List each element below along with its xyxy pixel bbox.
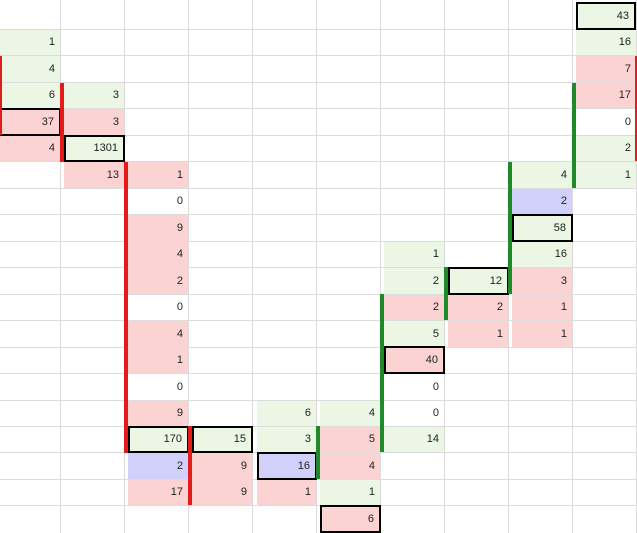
cell[interactable]: 16 — [512, 242, 572, 267]
cell[interactable]: 1 — [0, 30, 60, 55]
cell-highlighted[interactable]: 43 — [576, 2, 636, 30]
grid-line — [0, 294, 637, 295]
grid-line — [188, 0, 189, 533]
cell[interactable]: 2 — [448, 295, 508, 320]
cell[interactable]: 1 — [257, 480, 316, 505]
cell[interactable]: 0 — [128, 374, 188, 400]
cell[interactable]: 0 — [128, 189, 188, 214]
grid-line — [0, 55, 637, 56]
cell[interactable]: 0 — [576, 109, 636, 135]
cell-highlighted[interactable]: 37 — [0, 108, 61, 136]
cell[interactable]: 7 — [576, 56, 636, 82]
grid-line — [444, 0, 445, 533]
cell[interactable]: 2 — [384, 295, 444, 320]
grid-line — [0, 347, 637, 348]
cell[interactable]: 1 — [128, 162, 188, 188]
grid-line — [0, 400, 637, 401]
grid-line — [0, 29, 637, 30]
grid-line — [0, 479, 637, 480]
grid-line — [0, 82, 637, 83]
cell[interactable]: 3 — [61, 109, 124, 135]
cell[interactable]: 16 — [576, 30, 636, 55]
cell[interactable]: 9 — [192, 480, 252, 505]
grid-line — [572, 0, 573, 533]
cell[interactable]: 1 — [512, 295, 572, 320]
grid-line — [380, 0, 381, 533]
trend-bar-up — [316, 426, 320, 479]
cell[interactable]: 13 — [64, 162, 124, 188]
trend-bar-down — [60, 83, 64, 162]
cell[interactable]: 2 — [128, 268, 188, 294]
trend-bar-up — [572, 83, 576, 188]
cell[interactable]: 3 — [61, 83, 124, 108]
cell[interactable]: 2 — [128, 453, 188, 479]
cell[interactable]: 3 — [512, 268, 572, 294]
cell-highlighted[interactable]: 16 — [257, 452, 317, 480]
cell-highlighted[interactable]: 1301 — [64, 135, 125, 162]
cell[interactable]: 4 — [512, 162, 572, 188]
cell[interactable]: 0 — [384, 374, 444, 400]
cell[interactable]: 5 — [320, 427, 380, 452]
grid-line — [0, 135, 637, 136]
grid-line — [60, 0, 61, 533]
trend-bar-down — [188, 426, 192, 505]
cell[interactable]: 2 — [576, 136, 636, 161]
trend-bar-down — [124, 162, 128, 453]
cell[interactable]: 2 — [384, 268, 444, 294]
cell[interactable]: 14 — [384, 427, 444, 452]
cell[interactable]: 4 — [0, 56, 60, 82]
cell-highlighted[interactable]: 58 — [512, 214, 573, 242]
cell[interactable]: 2 — [512, 189, 572, 214]
trend-bar-up — [380, 294, 384, 452]
cell[interactable]: 9 — [128, 215, 188, 241]
cell-highlighted[interactable]: 15 — [192, 426, 253, 453]
cell[interactable]: 9 — [192, 453, 252, 479]
grid-line — [0, 267, 637, 268]
grid-line — [0, 505, 637, 506]
grid-line — [0, 241, 637, 242]
cell[interactable]: 17 — [576, 83, 636, 108]
cell-highlighted[interactable]: 6 — [320, 505, 381, 533]
cell[interactable]: 17 — [128, 480, 188, 505]
cell[interactable]: 9 — [128, 401, 188, 426]
cell[interactable]: 3 — [257, 427, 316, 452]
grid-line — [0, 320, 637, 321]
cell[interactable]: 1 — [320, 480, 380, 505]
grid-line — [0, 373, 637, 374]
cell[interactable]: 0 — [128, 295, 188, 320]
cell-highlighted[interactable]: 170 — [128, 426, 189, 453]
grid-line — [0, 108, 637, 109]
cell[interactable]: 0 — [384, 401, 444, 426]
cell[interactable]: 1 — [576, 162, 636, 188]
trend-bar-up — [444, 267, 448, 320]
grid-line — [252, 0, 253, 533]
cell[interactable]: 4 — [320, 401, 380, 426]
cell[interactable]: 1 — [448, 321, 508, 347]
cell[interactable]: 1 — [384, 242, 444, 267]
cell[interactable]: 1 — [128, 348, 188, 373]
grid-line — [0, 214, 637, 215]
cell[interactable]: 6 — [257, 401, 316, 426]
cell[interactable]: 4 — [128, 242, 188, 267]
cell[interactable]: 5 — [384, 321, 444, 347]
cell[interactable]: 4 — [128, 321, 188, 347]
grid-line — [0, 161, 637, 162]
trend-bar-down — [0, 56, 2, 135]
grid-line — [316, 0, 317, 533]
cell-highlighted[interactable]: 12 — [448, 267, 509, 295]
cell[interactable]: 4 — [320, 453, 380, 479]
cell-highlighted[interactable]: 40 — [384, 346, 445, 374]
cell[interactable]: 4 — [0, 136, 60, 161]
grid-line — [0, 188, 637, 189]
trend-bar-down — [635, 56, 637, 161]
cell[interactable]: 1 — [512, 321, 572, 347]
trend-bar-up — [508, 162, 512, 294]
cell[interactable]: 6 — [0, 83, 60, 108]
